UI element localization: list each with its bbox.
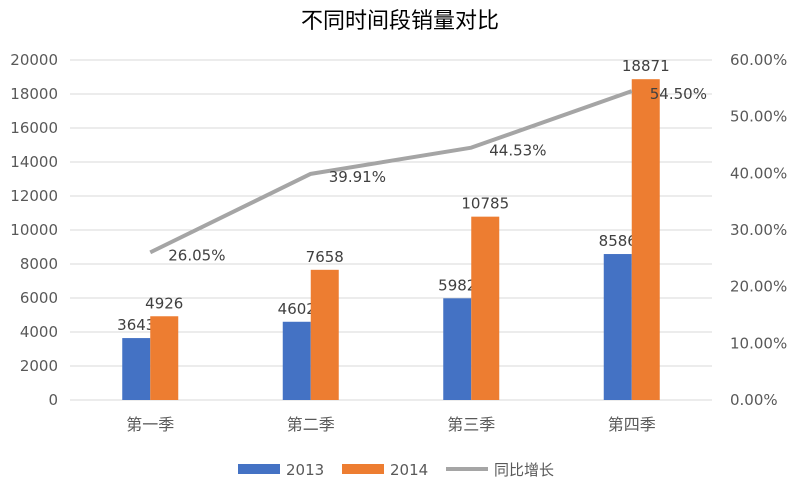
bar-2014 (471, 216, 500, 400)
y-left-tick-label: 8000 (20, 255, 58, 273)
y-right-tick-label: 10.00% (730, 334, 787, 352)
bar-2014 (310, 269, 339, 400)
bar-value-label: 7658 (306, 248, 344, 266)
y-left-tick-label: 20000 (10, 51, 58, 69)
line-value-label: 54.50% (650, 85, 707, 103)
legend-label: 同比增长 (494, 461, 554, 479)
y-right-tick-label: 20.00% (730, 278, 787, 296)
bar-value-label: 4602 (278, 300, 316, 318)
y-right-tick-label: 30.00% (730, 221, 787, 239)
bar-2014 (150, 316, 179, 400)
bar-2013 (603, 254, 632, 400)
line-同比增长 (149, 89, 633, 255)
y-left-tick-label: 14000 (10, 153, 58, 171)
y-left-tick-label: 16000 (10, 119, 58, 137)
chart-title: 不同时间段销量对比 (301, 9, 499, 34)
bar-value-label: 8586 (599, 232, 637, 250)
y-left-tick-label: 10000 (10, 221, 58, 239)
bar-value-label: 3643 (117, 316, 155, 334)
line-value-label: 44.53% (489, 142, 546, 160)
x-category-label: 第四季 (608, 415, 656, 434)
y-left-tick-label: 0 (48, 391, 58, 409)
line-value-label: 39.91% (329, 168, 386, 186)
x-category-label: 第一季 (126, 415, 174, 434)
legend-swatch-2014 (342, 464, 384, 474)
y-right-tick-label: 40.00% (730, 164, 787, 182)
y-left-tick-label: 6000 (20, 289, 58, 307)
legend-label: 2013 (286, 461, 324, 479)
bar-2013 (282, 321, 311, 400)
x-category-label: 第二季 (287, 415, 335, 434)
bar-value-label: 18871 (622, 57, 670, 75)
y-left-tick-label: 4000 (20, 323, 58, 341)
y-right-tick-label: 0.00% (730, 391, 778, 409)
bar-2014 (631, 79, 660, 401)
bar-value-label: 10785 (461, 195, 509, 213)
line-value-label: 26.05% (168, 246, 225, 264)
bar-value-label: 4926 (145, 294, 183, 312)
bar-value-label: 5982 (438, 276, 476, 294)
y-right-tick-label: 50.00% (730, 108, 787, 126)
y-left-tick-label: 18000 (10, 85, 58, 103)
y-right-tick-label: 60.00% (730, 51, 787, 69)
legend-swatch-2013 (238, 464, 280, 474)
bar-2013 (122, 338, 151, 400)
bar-2013 (443, 298, 472, 400)
legend-label: 2014 (390, 461, 428, 479)
y-left-tick-label: 2000 (20, 357, 58, 375)
y-left-tick-label: 12000 (10, 187, 58, 205)
x-category-label: 第三季 (447, 415, 495, 434)
